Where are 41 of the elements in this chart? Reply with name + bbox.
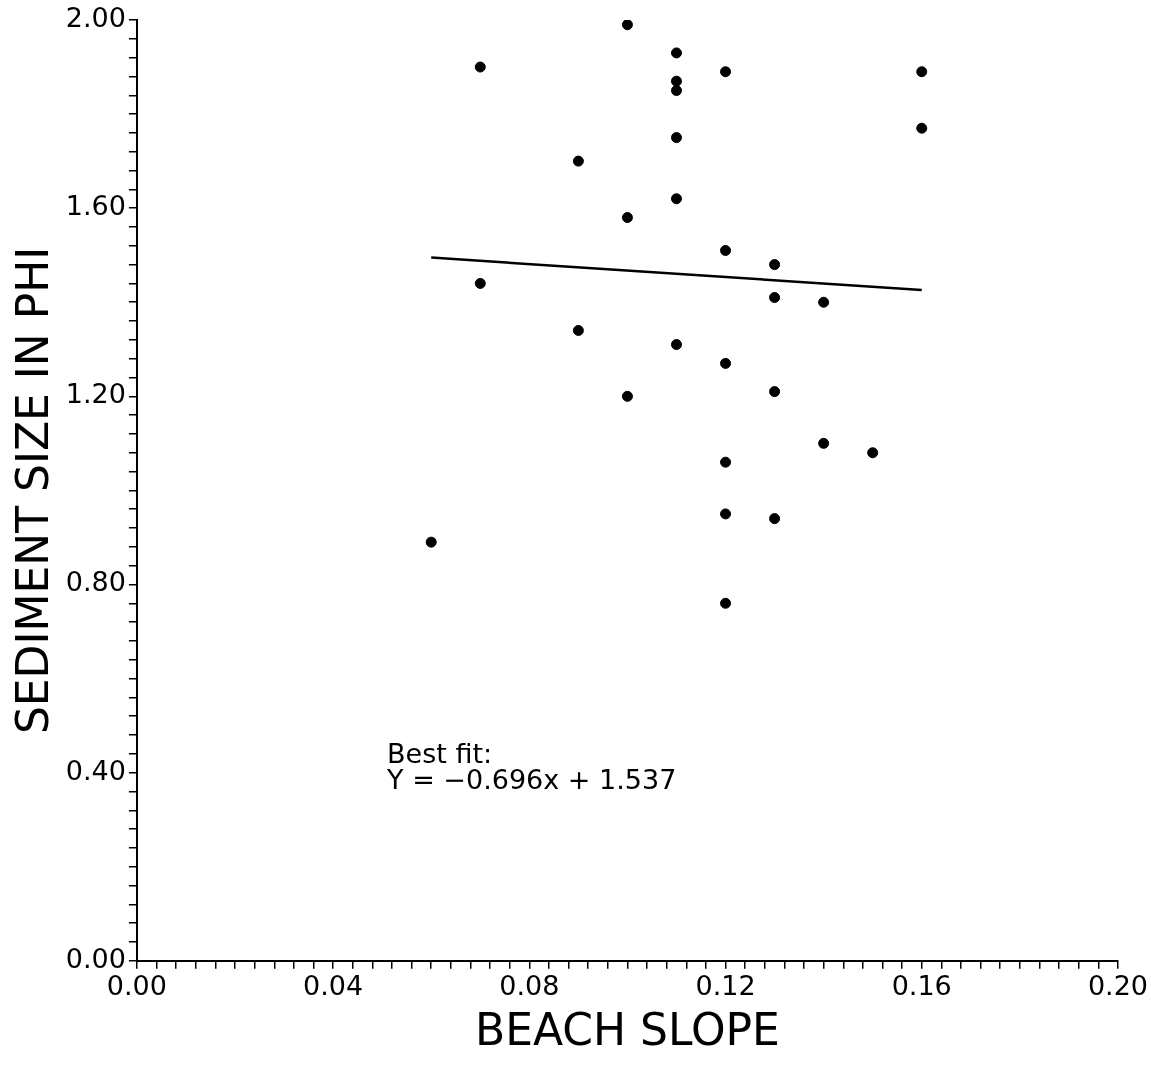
point [818,437,830,449]
y-axis-title: SEDIMENT SIZE IN PHI [6,246,58,735]
point [670,339,682,351]
point [572,324,584,336]
point [474,61,486,73]
point [670,47,682,59]
y-tick-label: 2.00 [65,2,126,34]
y-tick-label: 1.60 [65,190,126,222]
point [769,513,781,525]
point [818,296,830,308]
point [474,277,486,289]
point [425,536,437,548]
point [621,212,633,224]
point [670,193,682,205]
y-tick-label: 0.80 [65,566,126,598]
point [720,66,732,78]
point [916,66,928,78]
x-tick-label: 0.20 [1087,970,1148,1002]
point [670,75,682,87]
point [720,456,732,468]
x-axis-title: BEACH SLOPE [474,1004,780,1056]
point [720,245,732,256]
point [572,155,584,167]
point [720,508,732,520]
point [720,597,732,609]
point [769,386,781,398]
point [670,132,682,144]
point [867,447,879,459]
y-tick-label: 1.20 [65,378,126,410]
point [621,390,633,402]
y-tick-label: 0.40 [65,754,126,786]
point [916,122,928,134]
x-tick-label: 0.16 [891,970,952,1002]
point [720,357,732,369]
point [769,259,781,271]
x-tick-label: 0.08 [499,970,560,1002]
point [621,20,633,31]
point [670,85,682,97]
x-tick-label: 0.04 [303,970,364,1002]
x-tick-label: 0.12 [695,970,756,1002]
point [769,292,781,304]
